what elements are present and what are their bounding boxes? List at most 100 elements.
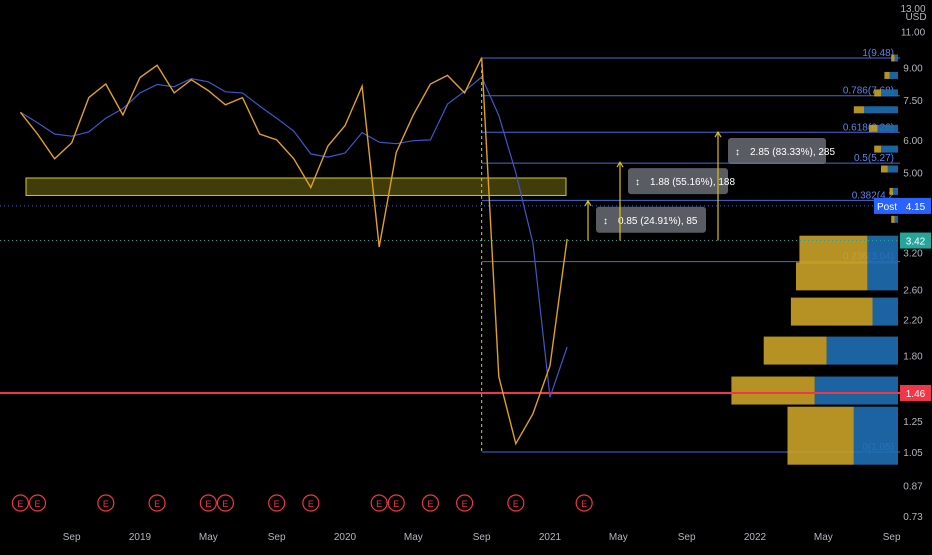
volume-profile-bar-up [731,376,815,405]
earnings-marker-label: E [513,499,519,509]
measure-arrow-head [714,130,722,138]
volume-profile-bar-up [869,124,878,132]
measure-icon: ↕ [735,147,740,158]
earnings-marker-label: E [17,499,23,509]
earnings-marker-label: E [154,499,160,509]
volume-profile-bar-up [891,54,895,62]
volume-profile-bar-up [881,165,888,173]
earnings-marker-label: E [205,499,211,509]
earnings-marker-label: E [427,499,433,509]
price-tag-value: 1.46 [906,389,926,400]
x-tick-label: Sep [473,532,491,543]
earnings-marker[interactable] [455,494,474,512]
volume-profile-bar-down [894,54,898,62]
volume-profile-bar-up [799,235,868,264]
y-tick-label: 2.60 [903,286,923,297]
y-tick-label: 5.00 [903,169,923,180]
volume-profile-bar-down [867,235,898,264]
y-tick-label: 7.50 [903,96,923,107]
earnings-marker-label: E [274,499,280,509]
volume-profile-bar-up [796,262,868,291]
earnings-marker[interactable] [575,494,593,512]
volume-profile-bar-up [763,336,827,365]
volume-profile-bar-down [892,187,898,195]
y-tick-label: 13.00 [900,4,925,15]
measure-arrow-head [584,199,592,207]
volume-profile-bar-down [814,376,898,405]
volume-profile-bar-down [877,124,898,132]
volume-profile-bar-down [853,406,898,465]
price-line [19,57,568,446]
earnings-marker[interactable] [216,494,235,512]
earnings-marker[interactable] [387,494,405,512]
x-tick-label: May [199,532,218,543]
x-tick-label: May [609,532,628,543]
y-tick-label: 1.80 [903,351,923,362]
earnings-marker-label: E [222,499,228,509]
y-tick-label: 1.05 [903,448,923,459]
earnings-marker[interactable] [199,494,217,512]
y-tick-label: 9.00 [903,63,923,74]
fib-level-label: 0.786(7.68) [843,86,894,97]
volume-profile-bar-down [881,145,898,153]
earnings-marker[interactable] [11,494,30,512]
x-tick-label: Sep [63,532,81,543]
support-zone [25,177,567,196]
earnings-marker[interactable] [28,494,47,512]
measure-label: 2.85 (83.33%), 285 [750,147,835,158]
earnings-marker-label: E [103,499,109,509]
volume-profile-bar-down [881,89,898,97]
volume-profile-bar-up [787,406,854,465]
measure-label-box [628,168,728,195]
volume-profile-bar-up [853,106,864,114]
measure-label-box [728,138,826,165]
price-tag-prefix: Post [877,202,897,213]
measure-label: 1.88 (55.16%), 188 [650,177,735,188]
volume-profile-bar-down [826,336,898,365]
volume-profile-bar-down [872,297,898,326]
measure-icon: ↕ [603,216,608,227]
volume-profile-bar-up [891,215,895,223]
y-tick-label: 0.73 [903,512,923,523]
measure-label: 0.85 (24.91%), 85 [618,216,698,227]
y-tick-label: 6.00 [903,136,923,147]
earnings-marker-label: E [376,499,382,509]
price-tag-value: 4.15 [906,202,926,213]
x-tick-label: May [814,532,833,543]
price-tag-bg [900,384,931,401]
price-tag-bg [900,197,931,214]
y-tick-label: 1.25 [903,417,923,428]
earnings-marker-label: E [308,499,314,509]
measure-arrow-head [616,160,624,168]
earnings-marker[interactable] [421,494,440,512]
earnings-marker[interactable] [370,494,388,512]
fib-level-label: 0.5(5.27) [854,153,894,164]
moving-average-line [20,76,568,398]
x-tick-label: 2022 [744,532,767,543]
volume-profile-bar-up [874,89,881,97]
volume-profile-bar-up [874,145,881,153]
volume-profile-bar-down [887,165,898,173]
measure-icon: ↕ [635,177,640,188]
earnings-marker-label: E [462,499,468,509]
x-tick-label: 2019 [129,532,152,543]
volume-profile-bar-up [790,297,873,326]
earnings-marker[interactable] [97,494,115,512]
y-tick-label: 11.00 [901,27,926,38]
y-tick-label: 2.20 [903,316,923,327]
x-tick-label: 2021 [539,532,562,543]
earnings-marker[interactable] [507,494,525,512]
earnings-marker[interactable] [302,494,320,512]
volume-profile-bar-down [864,106,898,114]
price-tag-prefix-bg [874,197,900,214]
earnings-marker-label: E [34,499,40,509]
y-tick-label: 0.87 [903,482,923,493]
earnings-marker[interactable] [268,494,286,512]
x-tick-label: May [404,532,423,543]
x-tick-label: Sep [268,532,286,543]
earnings-marker[interactable] [148,494,166,512]
price-tag-bg [900,232,931,249]
x-tick-label: 2020 [334,532,357,543]
